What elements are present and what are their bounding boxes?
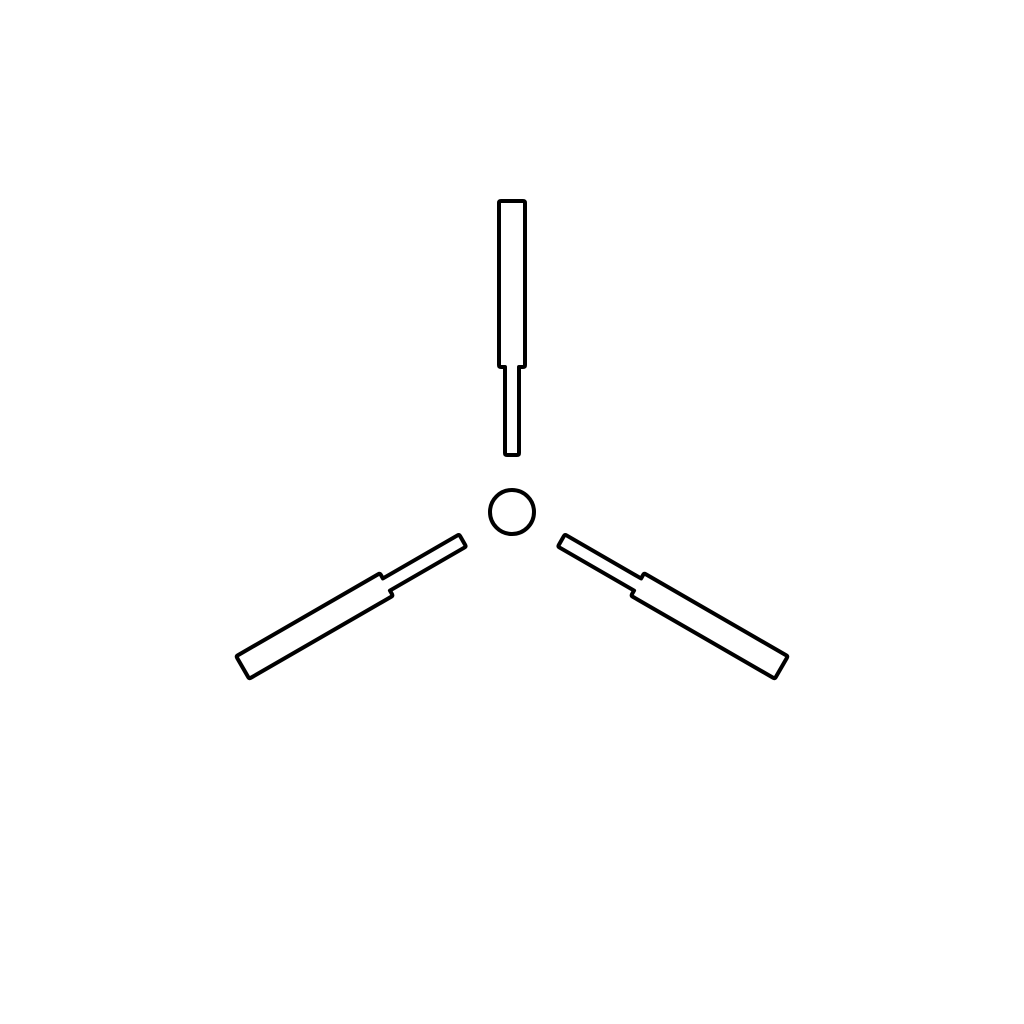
arms-group xyxy=(234,199,790,681)
top-arm xyxy=(497,199,527,457)
center-hub-icon xyxy=(488,488,536,536)
lower-right-arm xyxy=(556,533,790,681)
lower-left-arm xyxy=(234,533,468,681)
